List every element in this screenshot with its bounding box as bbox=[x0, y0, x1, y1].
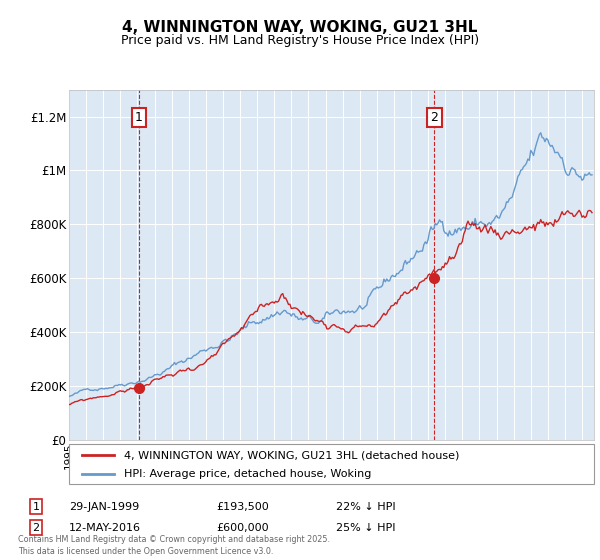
Text: Price paid vs. HM Land Registry's House Price Index (HPI): Price paid vs. HM Land Registry's House … bbox=[121, 34, 479, 46]
Text: 12-MAY-2016: 12-MAY-2016 bbox=[69, 522, 141, 533]
Text: 1: 1 bbox=[135, 111, 143, 124]
Text: 2: 2 bbox=[431, 111, 439, 124]
Text: HPI: Average price, detached house, Woking: HPI: Average price, detached house, Woki… bbox=[124, 469, 371, 479]
Text: Contains HM Land Registry data © Crown copyright and database right 2025.
This d: Contains HM Land Registry data © Crown c… bbox=[18, 535, 330, 556]
Text: 25% ↓ HPI: 25% ↓ HPI bbox=[336, 522, 395, 533]
FancyBboxPatch shape bbox=[69, 444, 594, 484]
Text: 4, WINNINGTON WAY, WOKING, GU21 3HL: 4, WINNINGTON WAY, WOKING, GU21 3HL bbox=[122, 20, 478, 35]
Text: 22% ↓ HPI: 22% ↓ HPI bbox=[336, 502, 395, 512]
Text: £600,000: £600,000 bbox=[216, 522, 269, 533]
Text: 2: 2 bbox=[32, 522, 40, 533]
Text: 29-JAN-1999: 29-JAN-1999 bbox=[69, 502, 139, 512]
Text: £193,500: £193,500 bbox=[216, 502, 269, 512]
Text: 4, WINNINGTON WAY, WOKING, GU21 3HL (detached house): 4, WINNINGTON WAY, WOKING, GU21 3HL (det… bbox=[124, 450, 460, 460]
Text: 1: 1 bbox=[32, 502, 40, 512]
